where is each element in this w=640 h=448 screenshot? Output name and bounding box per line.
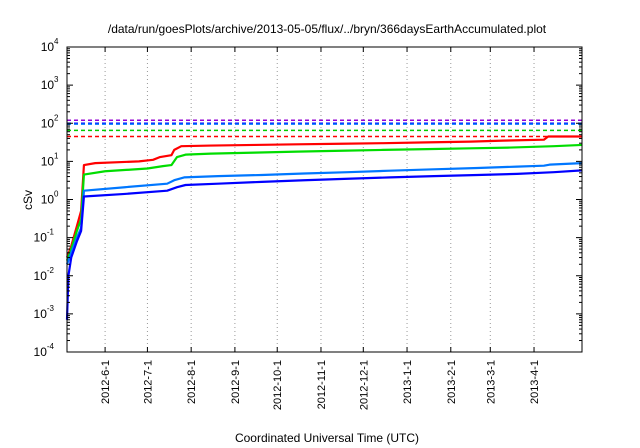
x-tick-label: 2012-6-1: [100, 360, 112, 404]
series-line: [65, 169, 583, 320]
y-tick-label: 10-3: [34, 304, 55, 321]
x-tick-label: 2012-9-1: [230, 360, 242, 404]
y-tick-label: 102: [41, 113, 59, 130]
y-tick-base: 10: [34, 345, 48, 359]
y-tick-exponent: -4: [47, 342, 55, 351]
y-tick-base: 10: [41, 78, 55, 92]
y-tick-label: 101: [41, 151, 59, 168]
y-tick-base: 10: [34, 231, 48, 245]
grid-lines: [104, 47, 535, 352]
y-tick-label: 10-4: [34, 342, 55, 359]
y-tick-exponent: 4: [54, 37, 59, 46]
x-tick-label: 2013-2-1: [446, 360, 458, 404]
x-tick-label: 2012-7-1: [142, 360, 154, 404]
y-tick-label: 103: [41, 75, 59, 92]
y-tick-exponent: 2: [54, 113, 59, 122]
y-tick-exponent: 1: [54, 151, 59, 160]
y-tick-exponent: 0: [54, 190, 59, 199]
x-tick-label: 2013-3-1: [485, 360, 497, 404]
y-tick-label: 10-1: [34, 228, 55, 245]
chart-title: /data/run/goesPlots/archive/2013-05-05/f…: [108, 22, 547, 36]
x-tick-label: 2013-4-1: [529, 360, 541, 404]
y-tick-exponent: -2: [47, 266, 55, 275]
y-tick-base: 10: [41, 154, 55, 168]
y-tick-label: 104: [41, 37, 59, 54]
y-axis-label: cSv: [21, 190, 35, 210]
x-tick-label: 2012-11-1: [316, 360, 328, 409]
x-tick-label: 2012-8-1: [186, 360, 198, 404]
y-tick-base: 10: [41, 193, 55, 207]
y-tick-label: 100: [41, 190, 59, 207]
y-tick-base: 10: [41, 116, 55, 130]
x-axis-ticks: 2012-6-1 2012-7-1 2012-8-1 2012-9-1 2012-10-…: [100, 47, 541, 410]
x-tick-label: 2012-12-1: [358, 360, 370, 410]
y-tick-exponent: -1: [47, 228, 55, 237]
y-tick-base: 10: [34, 307, 48, 321]
series-lines: [65, 135, 583, 320]
y-tick-exponent: 3: [54, 75, 59, 84]
y-tick-base: 10: [34, 269, 48, 283]
y-tick-exponent: -3: [47, 304, 55, 313]
x-tick-label: 2012-10-1: [272, 360, 284, 410]
x-tick-label: 2013-1-1: [402, 360, 414, 404]
threshold-lines: [67, 119, 582, 138]
y-tick-label: 10-2: [34, 266, 55, 283]
y-tick-base: 10: [41, 40, 55, 54]
x-axis-label: Coordinated Universal Time (UTC): [235, 431, 419, 445]
